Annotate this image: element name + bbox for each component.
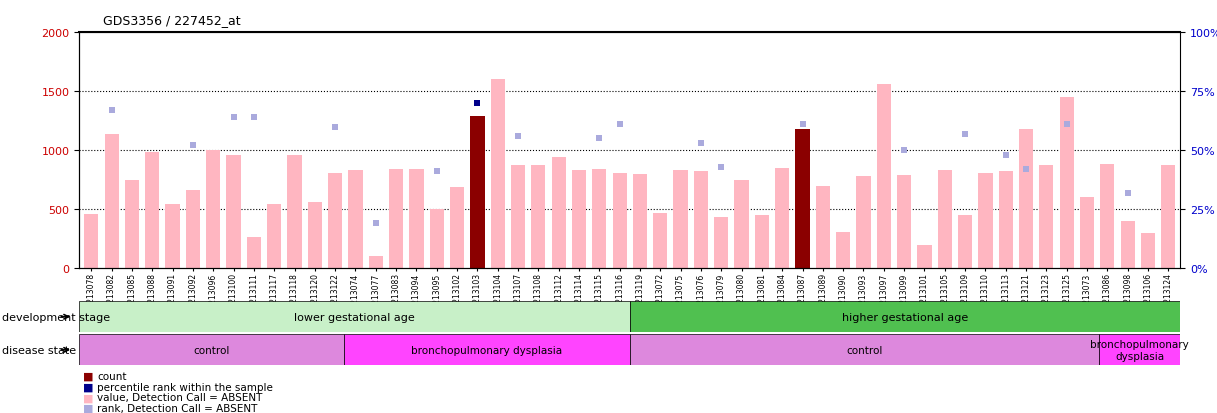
Bar — [84, 214, 99, 268]
Text: disease state: disease state — [2, 345, 77, 355]
Bar — [226, 155, 241, 268]
Bar — [348, 171, 363, 268]
Text: control: control — [846, 345, 882, 355]
Text: count: count — [97, 371, 127, 381]
Bar — [612, 173, 627, 268]
Bar — [958, 216, 972, 268]
Bar — [630, 301, 1180, 332]
Bar — [409, 170, 424, 268]
Bar — [673, 171, 688, 268]
Bar — [369, 256, 383, 268]
Bar — [857, 177, 870, 268]
Bar — [1121, 221, 1134, 268]
Bar — [166, 205, 180, 268]
Bar — [287, 155, 302, 268]
Bar — [836, 232, 851, 268]
Bar — [796, 130, 809, 268]
Bar — [430, 210, 444, 268]
Bar — [490, 80, 505, 268]
Bar — [389, 170, 403, 268]
Bar — [1161, 166, 1176, 268]
Bar — [79, 335, 344, 366]
Bar — [734, 180, 748, 268]
Bar — [978, 173, 993, 268]
Bar — [999, 172, 1013, 268]
Bar — [511, 166, 526, 268]
Text: rank, Detection Call = ABSENT: rank, Detection Call = ABSENT — [97, 403, 258, 413]
Text: development stage: development stage — [2, 312, 111, 322]
Bar — [450, 187, 464, 268]
Bar — [775, 169, 790, 268]
Bar — [551, 158, 566, 268]
Bar — [470, 116, 484, 268]
Bar — [1079, 198, 1094, 268]
Bar — [1019, 130, 1033, 268]
Text: ■: ■ — [83, 371, 94, 381]
Text: ■: ■ — [83, 392, 94, 402]
Bar — [1039, 166, 1054, 268]
Bar — [876, 85, 891, 268]
Bar — [897, 176, 912, 268]
Bar — [308, 202, 323, 268]
Bar — [1140, 233, 1155, 268]
Text: percentile rank within the sample: percentile rank within the sample — [97, 382, 274, 392]
Bar — [1099, 335, 1180, 366]
Bar — [344, 335, 629, 366]
Bar — [329, 173, 342, 268]
Text: ■: ■ — [83, 382, 94, 392]
Bar — [755, 216, 769, 268]
Text: higher gestational age: higher gestational age — [842, 312, 969, 322]
Bar — [714, 218, 728, 268]
Bar — [247, 238, 260, 268]
Text: control: control — [194, 345, 230, 355]
Text: lower gestational age: lower gestational age — [295, 312, 415, 322]
Bar — [633, 174, 647, 268]
Text: ■: ■ — [83, 403, 94, 413]
Text: bronchopulmonary
dysplasia: bronchopulmonary dysplasia — [1090, 339, 1189, 361]
Bar — [105, 134, 119, 268]
Bar — [593, 170, 606, 268]
Bar — [694, 172, 708, 268]
Bar — [572, 171, 587, 268]
Bar — [815, 186, 830, 268]
Text: bronchopulmonary dysplasia: bronchopulmonary dysplasia — [411, 345, 562, 355]
Bar — [267, 205, 281, 268]
Bar — [1100, 165, 1115, 268]
Text: value, Detection Call = ABSENT: value, Detection Call = ABSENT — [97, 392, 263, 402]
Bar — [630, 335, 1099, 366]
Bar — [125, 180, 139, 268]
Bar — [654, 213, 667, 268]
Text: GDS3356 / 227452_at: GDS3356 / 227452_at — [103, 14, 241, 27]
Bar — [918, 245, 931, 268]
Bar — [532, 166, 545, 268]
Bar — [1060, 98, 1073, 268]
Bar — [145, 153, 159, 268]
Bar — [186, 191, 200, 268]
Bar — [206, 151, 220, 268]
Bar — [79, 301, 630, 332]
Bar — [937, 171, 952, 268]
